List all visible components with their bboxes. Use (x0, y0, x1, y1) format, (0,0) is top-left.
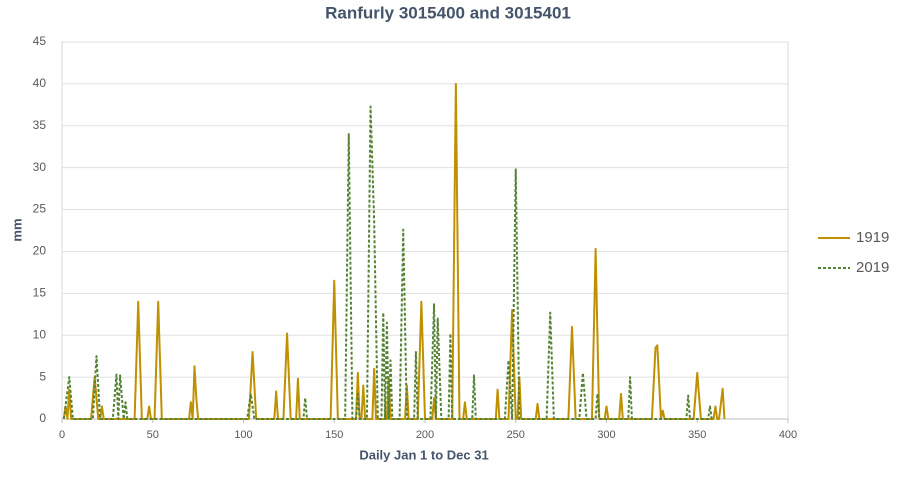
y-tick-label: 25 (33, 202, 47, 216)
x-tick-label: 150 (325, 429, 343, 441)
x-tick-label: 400 (779, 429, 797, 441)
y-tick-label: 30 (33, 160, 47, 174)
plot-area (61, 41, 789, 420)
y-axis-label: mm (9, 218, 24, 241)
x-tick-label: 200 (416, 429, 434, 441)
x-axis-label: Daily Jan 1 to Dec 31 (359, 447, 488, 462)
x-tick-label: 100 (234, 429, 252, 441)
y-tick-label: 5 (39, 369, 46, 383)
y-tick-label: 45 (33, 34, 47, 48)
legend-label: 2019 (856, 259, 889, 276)
y-tick-label: 40 (33, 76, 47, 90)
x-tick-label: 350 (688, 429, 706, 441)
x-tick-label: 0 (59, 429, 65, 441)
x-tick-label: 300 (597, 429, 615, 441)
series-line (62, 105, 713, 420)
y-tick-label: 35 (33, 118, 47, 132)
y-tick-label: 15 (33, 286, 47, 300)
legend-label: 1919 (856, 229, 889, 246)
x-tick-label: 50 (147, 429, 159, 441)
y-tick-label: 0 (39, 411, 46, 425)
x-tick-label: 250 (507, 429, 525, 441)
y-tick-label: 10 (33, 327, 47, 341)
chart-title: Ranfurly 3015400 and 3015401 (325, 3, 571, 22)
y-tick-label: 20 (33, 244, 47, 258)
